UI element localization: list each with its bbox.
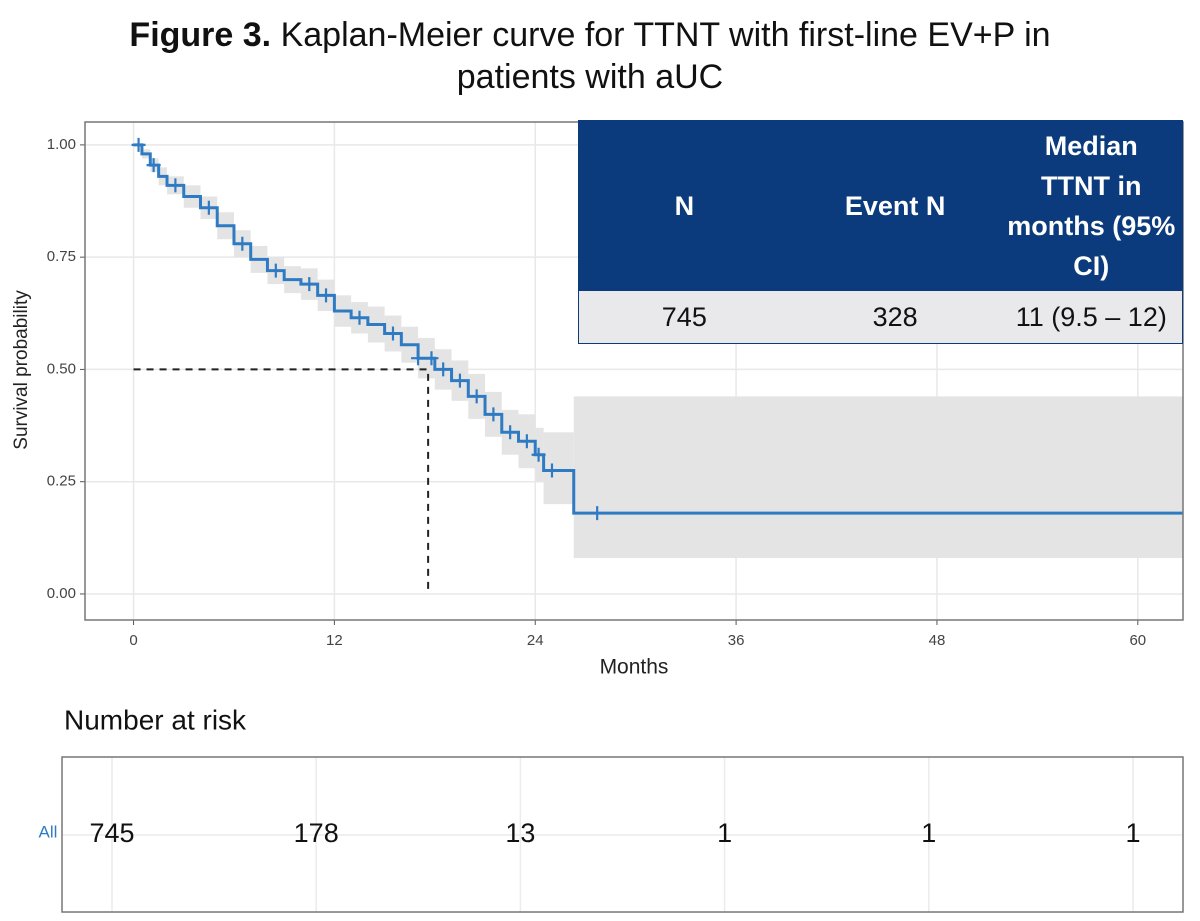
risk-value: 745 [89,818,134,848]
y-tick-label: 1.00 [47,136,76,153]
risk-value: 1 [717,818,732,848]
y-tick-label: 0.00 [47,585,76,602]
censor-mark [519,434,534,449]
censor-mark [319,288,334,303]
confidence-band [543,432,574,505]
censor-mark [168,178,183,193]
risk-value: 178 [294,818,339,848]
risk-value: 1 [1125,818,1140,848]
table-cell: 745 [661,301,707,332]
risk-title: Number at risk [64,704,247,735]
table-cell: 328 [872,301,918,332]
risk-value: 1 [921,818,936,848]
x-tick-label: 12 [326,632,343,649]
censor-mark [503,425,518,440]
censor-mark [201,200,216,215]
censor-mark [131,137,146,152]
table-row: 745 328 11 (9.5 – 12) [578,291,1183,344]
title: Figure 3. Kaplan-Meier curve for TTNT wi… [90,14,1090,98]
table-column-header: Event N [844,191,946,221]
censor-mark [544,463,559,478]
x-tick-label: 36 [728,632,745,649]
censor-mark [424,351,439,366]
censor-mark [436,362,451,377]
table-column-header: Median TTNT in months (95% CI) [1007,131,1176,281]
y-tick-label: 0.25 [47,473,76,490]
censor-mark [486,407,501,422]
plot-border [84,121,1184,621]
risk-border [61,756,1184,913]
x-tick-label: 48 [929,632,946,649]
x-tick-label: 0 [129,632,137,649]
table-header: N Event N Median TTNT in months (95% CI) [578,120,1183,291]
y-tick-label: 0.75 [47,248,76,265]
table-column-header: N [674,191,695,221]
censor-mark [385,326,400,341]
censor-mark [590,506,605,521]
censor-mark [235,236,250,251]
censor-mark [469,389,484,404]
censor-mark [531,447,546,462]
title-label: Figure 3. [129,16,272,54]
risk-value: 13 [505,818,535,848]
y-axis-label: Survival probability [11,290,32,450]
censor-mark [452,373,467,388]
censor-mark [302,277,317,292]
x-axis-label: Months [600,656,669,679]
summary-table: N Event N Median TTNT in months (95% CI) 7… [578,120,1183,344]
y-tick-label: 0.50 [47,360,76,377]
confidence-band [573,396,1183,559]
table-cell: 11 (9.5 – 12) [1015,301,1167,332]
median-line [133,368,430,594]
survival-curve [133,143,1183,515]
censor-mark [146,158,161,173]
censor-mark [352,310,367,325]
risk-group-label: All [39,822,58,841]
censor-mark [411,351,426,366]
x-tick-label: 24 [527,632,544,649]
censor-mark [268,263,283,278]
x-tick-label: 60 [1129,632,1146,649]
title-text: Kaplan-Meier curve for TTNT with first-l… [280,16,1051,96]
